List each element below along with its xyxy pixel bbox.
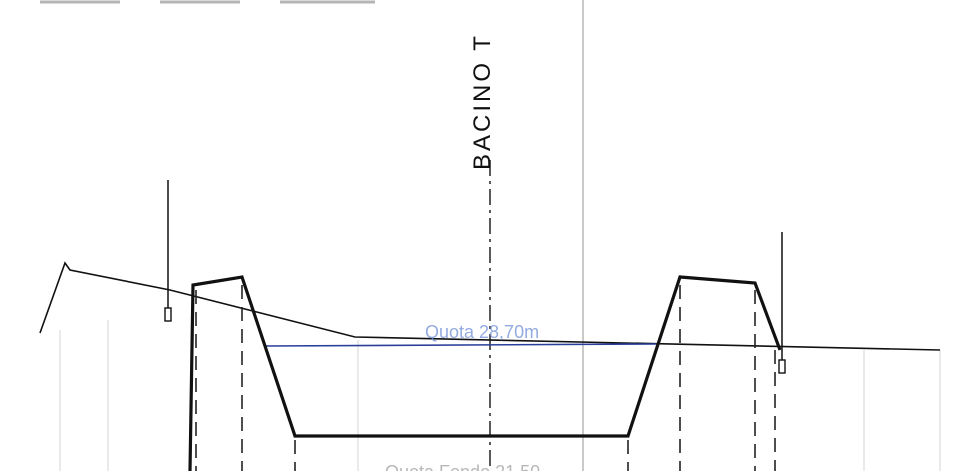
ground-profile-line: [39, 261, 941, 351]
right-marker-post: [778, 232, 786, 374]
dashed-projections: [195, 285, 776, 471]
water-level-label: Quota 28,70m: [425, 322, 539, 342]
faint-guides: [59, 320, 941, 471]
basin-section-line: [188, 275, 782, 471]
bottom-level-label: Quota Fondo 21,50: [385, 462, 540, 471]
left-marker-post: [164, 180, 172, 322]
basin-label: BACINO T: [469, 33, 496, 170]
water-level-line: [265, 343, 658, 347]
